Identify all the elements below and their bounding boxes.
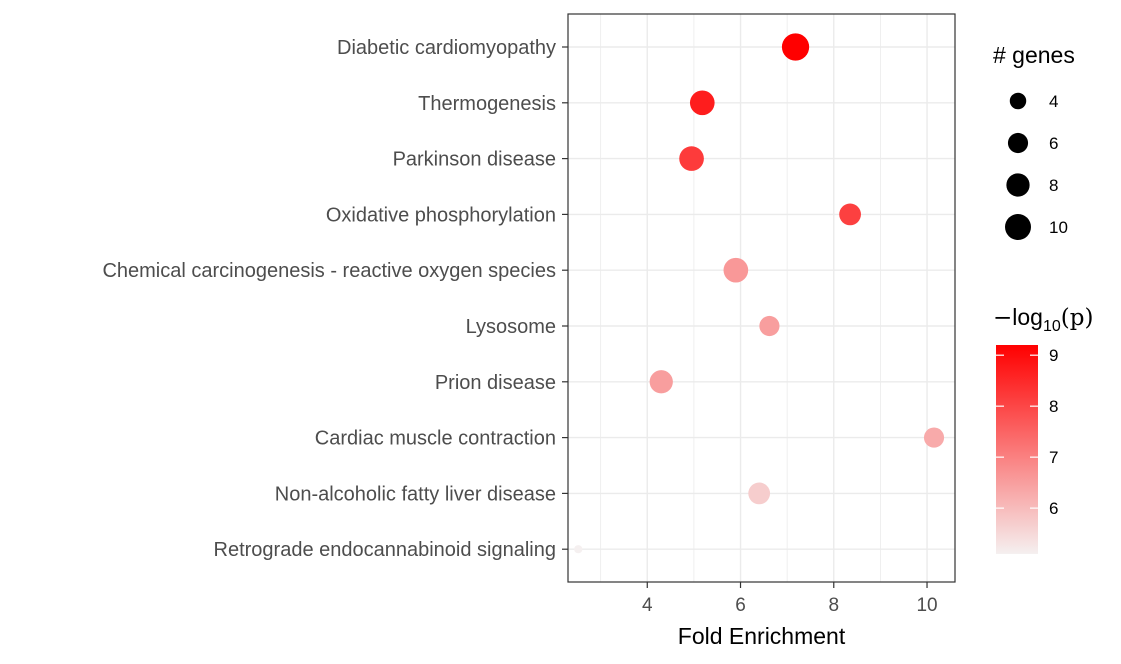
color-bar bbox=[996, 345, 1038, 554]
size-legend-label: 4 bbox=[1049, 92, 1058, 111]
color-bar-label: 8 bbox=[1049, 397, 1058, 416]
y-tick-label: Thermogenesis bbox=[418, 93, 556, 115]
color-legend: −log10(p) 6 7 8 9 bbox=[993, 304, 1093, 554]
y-tick-label: Parkinson disease bbox=[393, 149, 556, 171]
data-point bbox=[574, 545, 583, 554]
size-legend-label: 8 bbox=[1049, 176, 1058, 195]
y-tick-label: Cardiac muscle contraction bbox=[315, 428, 556, 450]
data-point bbox=[723, 257, 749, 283]
size-legend-key bbox=[1006, 173, 1030, 197]
x-axis-title: Fold Enrichment bbox=[678, 623, 846, 649]
panel-border bbox=[567, 13, 956, 583]
data-point bbox=[839, 203, 861, 226]
size-legend-key bbox=[1007, 132, 1029, 154]
size-legend-key bbox=[1009, 92, 1027, 110]
data-point bbox=[689, 90, 715, 116]
y-tick-label: Lysosome bbox=[466, 316, 556, 338]
data-point bbox=[781, 33, 810, 61]
x-axis: 4 6 8 10 bbox=[642, 582, 938, 616]
x-tick-label: 8 bbox=[828, 595, 839, 616]
y-tick-label: Non-alcoholic fatty liver disease bbox=[275, 483, 556, 505]
data-point bbox=[759, 315, 780, 337]
y-tick-label: Retrograde endocannabinoid signaling bbox=[214, 539, 556, 561]
x-tick-label: 4 bbox=[642, 595, 653, 616]
data-point bbox=[748, 482, 771, 505]
size-legend-key bbox=[1005, 214, 1031, 240]
size-legend-label: 6 bbox=[1049, 134, 1058, 153]
y-tick-label: Prion disease bbox=[435, 372, 556, 394]
size-legend-label: 10 bbox=[1049, 218, 1068, 237]
color-bar-label: 6 bbox=[1049, 499, 1058, 518]
log-argument: (p) bbox=[1061, 305, 1094, 331]
y-tick-label: Oxidative phosphorylation bbox=[326, 204, 556, 226]
x-tick-label: 10 bbox=[916, 595, 937, 616]
y-axis: Diabetic cardiomyopathy Thermogenesis Park… bbox=[102, 37, 568, 561]
y-tick-label: Diabetic cardiomyopathy bbox=[337, 37, 556, 59]
color-bar-label: 9 bbox=[1049, 346, 1058, 365]
y-tick-label: Chemical carcinogenesis - reactive oxyge… bbox=[102, 260, 556, 282]
log-base: 10 bbox=[1043, 318, 1061, 335]
data-point bbox=[679, 146, 704, 171]
color-legend-title: −log10(p) bbox=[993, 304, 1093, 335]
size-legend-title: # genes bbox=[993, 42, 1075, 68]
x-tick-label: 6 bbox=[735, 595, 746, 616]
size-legend: # genes 4 6 8 10 bbox=[993, 42, 1075, 240]
color-bar-ticks: 6 7 8 9 bbox=[996, 346, 1058, 518]
log-text: log bbox=[1012, 304, 1043, 330]
data-points bbox=[574, 33, 945, 554]
color-bar-label: 7 bbox=[1049, 448, 1058, 467]
data-point bbox=[923, 427, 945, 448]
data-point bbox=[649, 370, 673, 394]
minus-sign: − bbox=[993, 305, 1012, 331]
